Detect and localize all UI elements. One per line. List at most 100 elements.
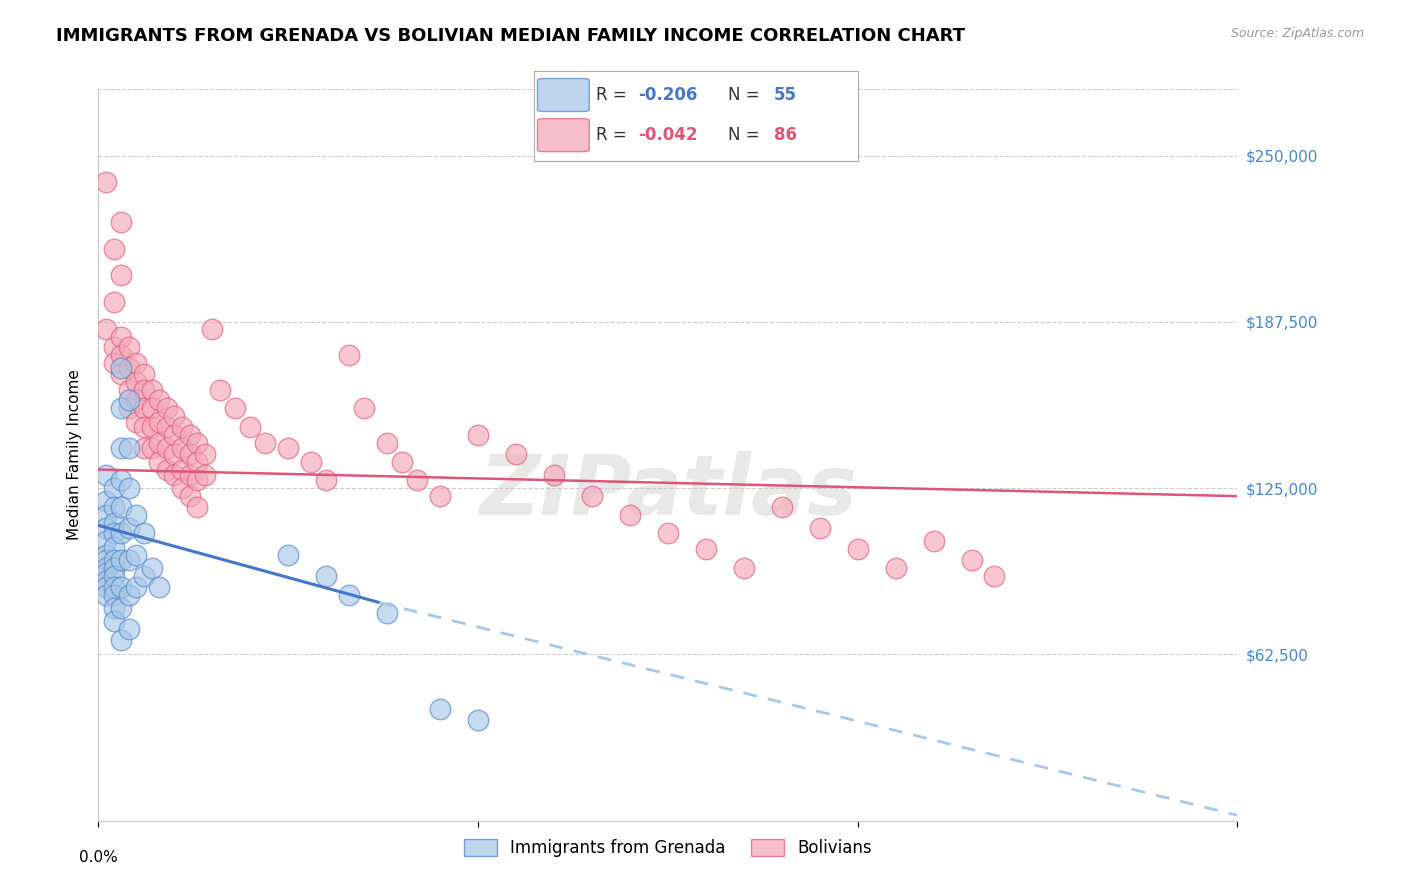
Point (110, 500, 132, 514)
Point (170, 442, 193, 456)
Point (110, 401, 132, 416)
Point (94, 321, 117, 335)
Text: -0.206: -0.206 (638, 86, 697, 103)
Point (141, 401, 163, 416)
Point (125, 375, 148, 389)
Point (110, 553, 132, 567)
Point (186, 436, 208, 450)
Point (118, 588, 141, 602)
Point (170, 481, 193, 495)
Point (884, 561, 907, 575)
Point (94, 494, 117, 508)
FancyBboxPatch shape (537, 119, 589, 152)
Point (110, 632, 132, 647)
Point (110, 348, 132, 362)
Point (110, 600, 132, 615)
Point (118, 361, 141, 376)
Point (141, 561, 163, 575)
Point (406, 473, 429, 487)
Point (163, 428, 186, 442)
Point (103, 588, 125, 602)
Point (103, 526, 125, 541)
Point (695, 542, 717, 557)
Point (156, 420, 179, 434)
Point (657, 526, 679, 541)
Point (208, 383, 231, 397)
Legend: Immigrants from Grenada, Bolivians: Immigrants from Grenada, Bolivians (457, 832, 879, 863)
Point (110, 268, 132, 283)
Point (103, 516, 125, 530)
Text: 0.0%: 0.0% (79, 850, 118, 865)
Point (163, 447, 186, 461)
Point (132, 442, 155, 456)
Point (118, 521, 141, 535)
Point (103, 500, 125, 514)
Point (960, 553, 983, 567)
FancyBboxPatch shape (537, 78, 589, 112)
Y-axis label: Median Family Income: Median Family Income (67, 369, 83, 541)
Point (125, 415, 148, 429)
Point (103, 561, 125, 575)
Point (353, 401, 375, 416)
Point (118, 340, 141, 354)
Text: 86: 86 (773, 126, 797, 144)
Point (141, 383, 163, 397)
Point (110, 442, 132, 456)
Point (125, 356, 148, 370)
Point (922, 534, 945, 549)
Point (94, 574, 117, 589)
Point (103, 580, 125, 594)
Text: -0.042: -0.042 (638, 126, 697, 144)
Point (94, 580, 117, 594)
Point (429, 489, 451, 503)
Point (375, 606, 398, 620)
Point (132, 569, 155, 583)
Point (118, 401, 141, 416)
Point (170, 462, 193, 476)
Point (186, 500, 208, 514)
Point (201, 321, 224, 335)
Text: R =: R = (596, 126, 631, 144)
Point (103, 356, 125, 370)
Point (315, 473, 337, 487)
Point (103, 569, 125, 583)
Point (277, 548, 299, 562)
Point (299, 454, 322, 468)
Text: 55: 55 (773, 86, 797, 103)
Point (179, 428, 201, 442)
Point (148, 393, 170, 408)
Point (103, 540, 125, 554)
Point (194, 467, 217, 482)
Point (132, 526, 155, 541)
Point (581, 489, 603, 503)
Point (132, 420, 155, 434)
Point (110, 329, 132, 343)
Point (94, 467, 117, 482)
Text: IMMIGRANTS FROM GRENADA VS BOLIVIAN MEDIAN FAMILY INCOME CORRELATION CHART: IMMIGRANTS FROM GRENADA VS BOLIVIAN MEDI… (56, 27, 966, 45)
Point (94, 566, 117, 581)
Point (118, 383, 141, 397)
Point (277, 442, 299, 456)
Point (125, 580, 148, 594)
Point (110, 367, 132, 381)
Point (375, 436, 398, 450)
Point (148, 454, 170, 468)
Point (619, 508, 641, 522)
Point (141, 442, 163, 456)
Point (391, 454, 413, 468)
Point (103, 242, 125, 256)
Point (315, 569, 337, 583)
Point (118, 553, 141, 567)
Point (337, 348, 360, 362)
Point (94, 588, 117, 602)
Point (125, 548, 148, 562)
Point (118, 393, 141, 408)
Point (110, 473, 132, 487)
Point (170, 420, 193, 434)
Text: N =: N = (728, 126, 765, 144)
Point (118, 622, 141, 636)
Text: N =: N = (728, 86, 765, 103)
Point (179, 467, 201, 482)
Point (103, 481, 125, 495)
Point (846, 542, 869, 557)
